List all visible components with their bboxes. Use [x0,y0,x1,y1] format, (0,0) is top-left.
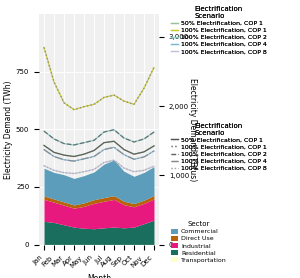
Legend: Commercial, Direct Use, Industrial, Residential, Transportation: Commercial, Direct Use, Industrial, Resi… [169,220,228,264]
X-axis label: Month: Month [87,274,111,278]
Y-axis label: Electricity Demand (TWh): Electricity Demand (TWh) [4,80,13,178]
Legend: 50% Electrification, COP 1, 100% Electrification, COP 1, 100% Electrification, C: 50% Electrification, COP 1, 100% Electri… [169,121,268,172]
Y-axis label: Electricity Demand (TBtus): Electricity Demand (TBtus) [188,78,197,181]
Legend: 50% Electrification, COP 1, 100% Electrification, COP 1, 100% Electrification, C: 50% Electrification, COP 1, 100% Electri… [169,4,268,56]
